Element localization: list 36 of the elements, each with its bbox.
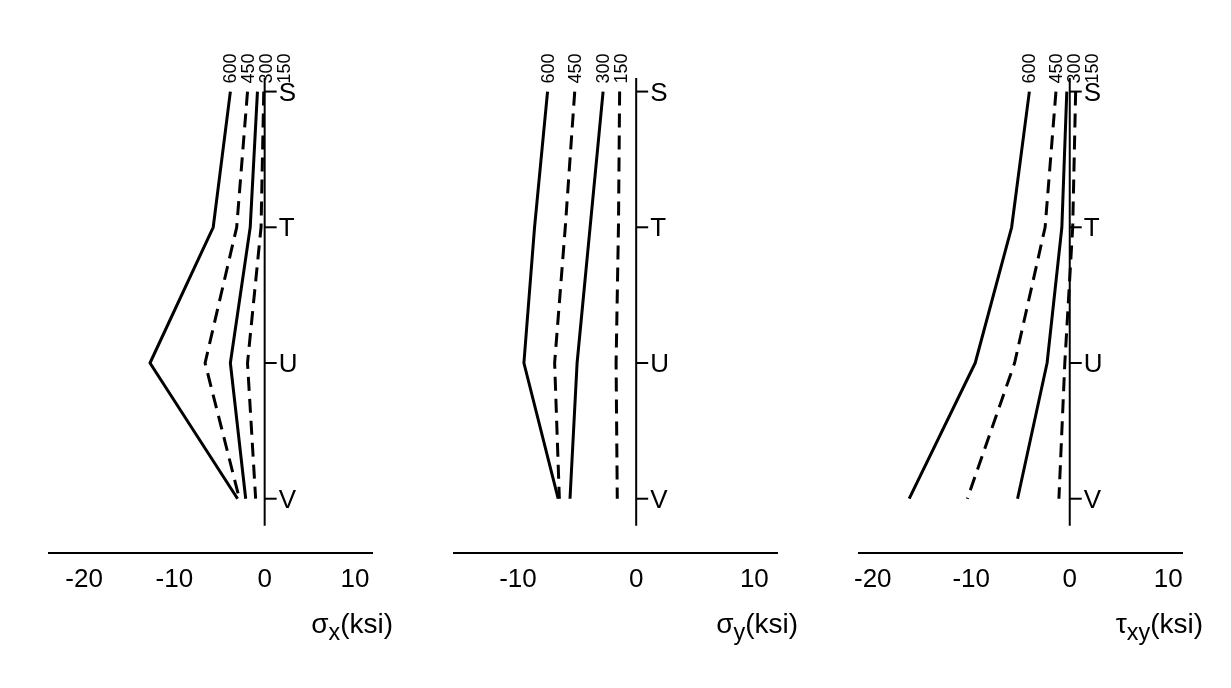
y-tick-label: T <box>278 212 295 243</box>
x-axis-title: τ$_{xy}$(ksi) <box>1114 608 1204 646</box>
y-tick-label: V <box>650 483 669 514</box>
text: 450 <box>238 53 259 84</box>
text: 300 <box>593 53 614 84</box>
text: 150 <box>611 53 632 84</box>
x-axis-title: σ$_{y}$(ksi) <box>715 608 799 646</box>
y-tick-label: T <box>650 212 667 243</box>
x-tick-label: 0 <box>1062 563 1077 594</box>
x-axis-title: σ$_{x}$(ksi) <box>310 608 394 646</box>
text: 450 <box>1045 53 1066 84</box>
y-tick-label: V <box>278 483 297 514</box>
y-tick-label: U <box>1083 348 1103 378</box>
text: 150 <box>274 53 295 84</box>
x-tick-label: 10 <box>340 563 370 594</box>
text: 450 <box>564 53 585 84</box>
text: 150 <box>1081 53 1102 84</box>
text: 600 <box>537 53 558 84</box>
x-tick-label: -10 <box>155 563 194 594</box>
y-tick-label: U <box>650 348 669 378</box>
y-tick-label: V <box>1083 483 1102 514</box>
x-tick-label: 0 <box>257 563 272 594</box>
x-tick-label: 10 <box>739 563 769 594</box>
text: 300 <box>1063 53 1084 84</box>
x-tick-label: 0 <box>628 563 644 594</box>
x-tick-label: -10 <box>499 563 537 594</box>
x-tick-label: 10 <box>1153 563 1183 594</box>
text: 300 <box>256 53 277 84</box>
x-tick-label: -20 <box>853 563 892 594</box>
x-tick-label: -20 <box>65 563 103 594</box>
y-tick-label: S <box>650 76 668 107</box>
text: 600 <box>1019 53 1040 84</box>
x-tick-label: -10 <box>952 563 991 594</box>
text: 600 <box>220 53 241 84</box>
y-tick-label: T <box>1083 212 1100 243</box>
y-tick-label: U <box>278 348 298 378</box>
